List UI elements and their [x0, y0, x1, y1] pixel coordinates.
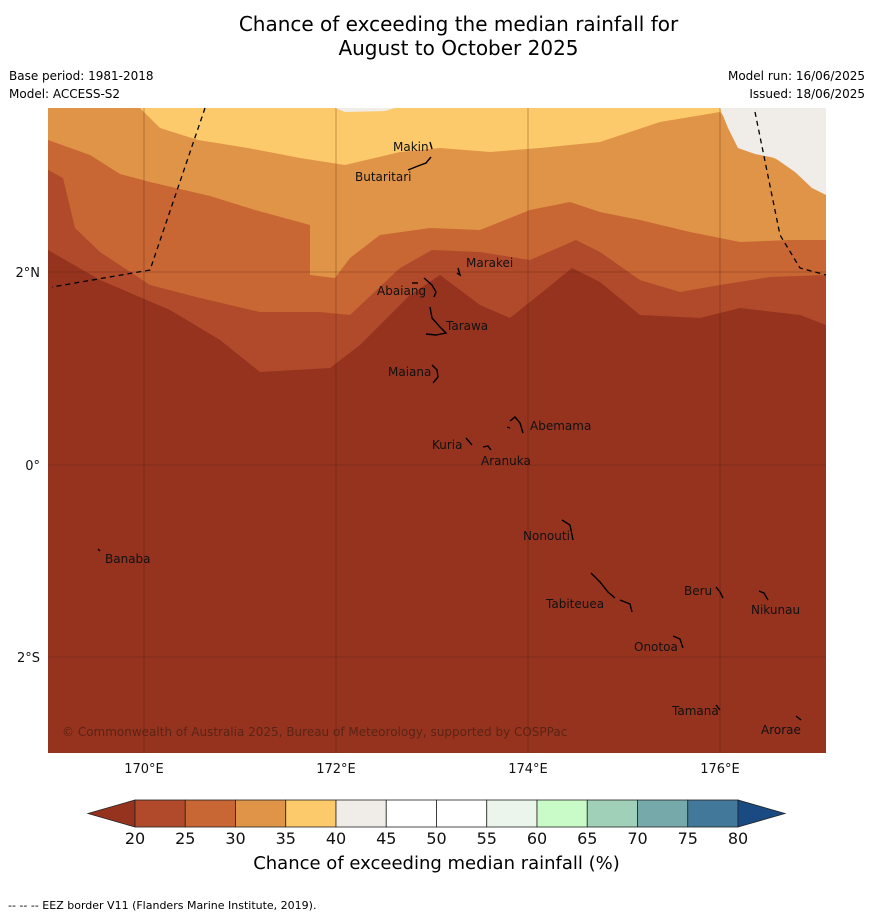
title-line-1: Chance of exceeding the median rainfall … — [238, 12, 679, 36]
colorbar-segment — [486, 799, 538, 828]
colorbar-under-arrow — [86, 799, 136, 828]
lon-label-170: 170°E — [124, 762, 164, 777]
lat-label-0: 0° — [25, 459, 40, 474]
lon-label-174: 174°E — [508, 762, 548, 777]
label-arorae: Arorae — [761, 723, 801, 737]
label-makin: Makin — [393, 140, 429, 154]
base-info: Base period: 1981-2018 Model: ACCESS-S2 — [9, 67, 154, 103]
run-info: Model run: 16/06/2025 Issued: 18/06/2025 — [728, 67, 865, 103]
colorbar-tick-label: 50 — [426, 829, 446, 848]
band-35-40-patch — [646, 126, 670, 132]
colorbar-segment — [637, 799, 689, 828]
base-period: Base period: 1981-2018 — [9, 69, 154, 83]
map-area — [48, 108, 826, 753]
colorbar-segment — [586, 799, 638, 828]
label-abemama: Abemama — [530, 419, 591, 433]
band-45-50-top — [335, 108, 395, 112]
colorbar-segment — [436, 799, 488, 828]
eez-border — [51, 107, 827, 288]
colorbar-segment — [235, 799, 287, 828]
label-kuria: Kuria — [432, 438, 463, 452]
colorbar-tick-label: 30 — [225, 829, 245, 848]
model-name: Model: ACCESS-S2 — [9, 87, 121, 101]
lon-tick-labels: 170°E 172°E 174°E 176°E — [124, 762, 740, 777]
colorbar-tick-label: 35 — [276, 829, 296, 848]
colorbar-tick-label: 60 — [527, 829, 547, 848]
colorbar — [86, 799, 787, 828]
eez-footnote: -- -- -- EEZ border V11 (Flanders Marine… — [8, 899, 317, 912]
label-banaba: Banaba — [105, 552, 151, 566]
colorbar-segment — [285, 799, 337, 828]
island-outlines — [97, 141, 802, 721]
label-beru: Beru — [684, 584, 712, 598]
model-run-date: Model run: 16/06/2025 — [727, 69, 865, 83]
colorbar-tick-label: 65 — [577, 829, 597, 848]
label-tamana: Tamana — [671, 704, 719, 718]
label-butaritari: Butaritari — [355, 170, 412, 184]
label-maiana: Maiana — [388, 365, 431, 379]
label-tarawa: Tarawa — [445, 319, 488, 333]
band-45-50 — [720, 108, 826, 195]
copyright-notice: © Commonwealth of Australia 2025, Bureau… — [62, 725, 567, 739]
colorbar-tick-label: 55 — [477, 829, 497, 848]
label-nikunau: Nikunau — [751, 603, 800, 617]
label-nonouti: Nonouti — [523, 529, 570, 543]
lon-label-172: 172°E — [316, 762, 356, 777]
label-abaiang: Abaiang — [377, 284, 426, 298]
island-labels: Makin Butaritari Marakei Abaiang Tarawa … — [105, 140, 801, 737]
colorbar-tick-label: 40 — [326, 829, 346, 848]
lon-label-176: 176°E — [700, 762, 740, 777]
colorbar-tick-labels: 20 25 30 35 40 45 50 55 60 65 70 75 80 — [125, 829, 748, 848]
label-tabiteuea: Tabiteuea — [545, 597, 604, 611]
lat-label-2n: 2°N — [16, 266, 41, 281]
colorbar-segment — [184, 799, 236, 828]
colorbar-tick-label: 25 — [175, 829, 195, 848]
colorbar-segment — [536, 799, 588, 828]
colorbar-title: Chance of exceeding median rainfall (%) — [253, 853, 620, 874]
colorbar-tick-label: 70 — [627, 829, 647, 848]
title-line-2: August to October 2025 — [338, 36, 579, 60]
issued-date: Issued: 18/06/2025 — [749, 87, 865, 101]
colorbar-segment — [134, 799, 186, 828]
colorbar-segment — [687, 799, 739, 828]
colorbar-over-arrow — [737, 799, 787, 828]
colorbar-segment — [385, 799, 437, 828]
gridlines — [48, 108, 826, 753]
label-aranuka: Aranuka — [481, 454, 531, 468]
colorbar-segment — [335, 799, 387, 828]
colorbar-tick-label: 20 — [125, 829, 145, 848]
lat-label-2s: 2°S — [17, 651, 40, 666]
label-marakei: Marakei — [466, 256, 513, 270]
colorbar-tick-label: 45 — [376, 829, 396, 848]
colorbar-tick-label: 80 — [728, 829, 748, 848]
map-title: Chance of exceeding the median rainfall … — [0, 12, 873, 60]
colorbar-tick-label: 75 — [678, 829, 698, 848]
band-40-45 — [140, 108, 826, 195]
label-onotoa: Onotoa — [634, 640, 678, 654]
lat-tick-labels: 2°N 0° 2°S — [16, 266, 41, 666]
band-35-40 — [48, 108, 826, 278]
